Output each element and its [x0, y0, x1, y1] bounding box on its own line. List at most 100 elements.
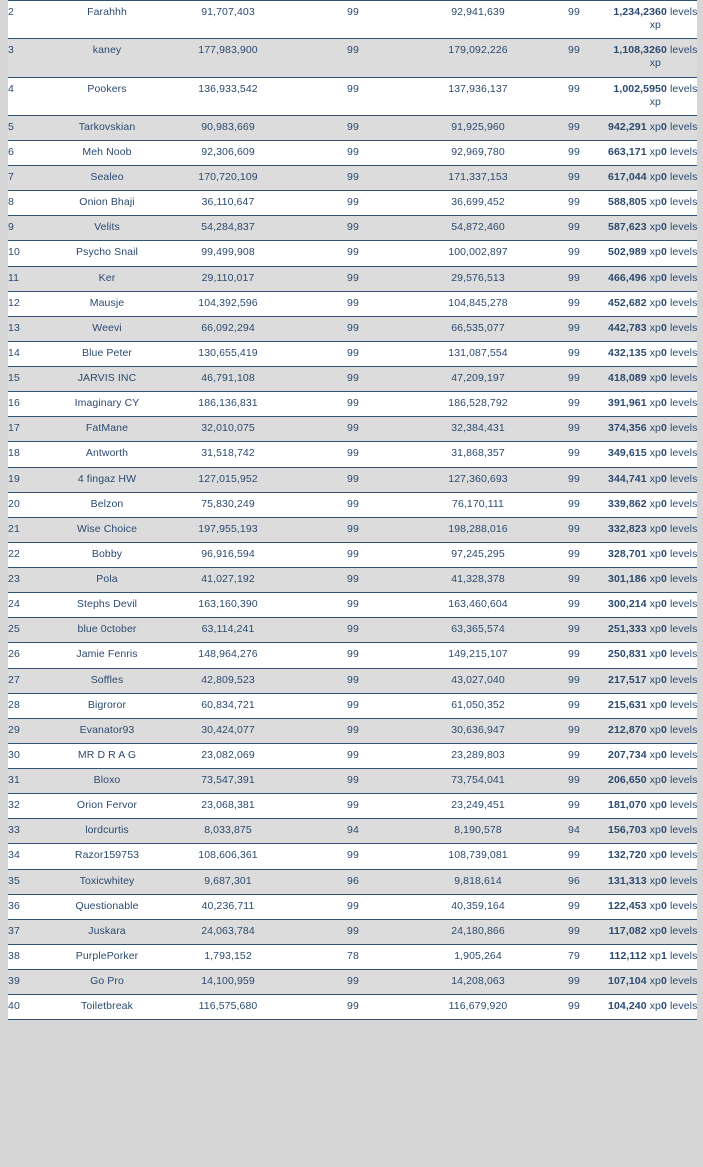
table-row[interactable]: 37 Juskara 24,063,784 99 24,180,866 99 117,082…	[8, 919, 697, 945]
row-player-name[interactable]: Blue Peter	[81, 346, 133, 359]
row-levels-gained: 0 levels	[661, 120, 698, 133]
table-row[interactable]: 19 4 fingaz HW 127,015,952 99 127,360,693 99 3…	[8, 467, 697, 493]
row-player-name[interactable]: Bigroror	[87, 698, 127, 711]
row-player-name[interactable]: Soffles	[90, 673, 124, 686]
row-levels-gained: 0 levels	[661, 623, 698, 636]
table-row[interactable]: 6 Meh Noob 92,306,609 99 92,969,780 99 663,171…	[8, 140, 697, 166]
table-row[interactable]: 14 Blue Peter 130,655,419 99 131,087,554 99 43…	[8, 341, 697, 367]
table-row[interactable]: 30 MR D R A G 23,082,069 99 23,289,803 99 207,…	[8, 743, 698, 769]
table-row[interactable]: 20 Belzon 75,830,249 99 76,170,111 99 339,862 …	[8, 492, 697, 518]
row-player-name[interactable]: MR D R A G	[77, 748, 137, 761]
table-row[interactable]: 12 Mausje 104,392,596 99 104,845,278 99 452,68…	[8, 291, 697, 317]
table-row[interactable]: 33 lordcurtis 8,033,875 94 8,190,578 94 156,70…	[8, 818, 697, 844]
row-start-level: 99	[347, 472, 359, 485]
table-row[interactable]: 17 FatMane 32,010,075 99 32,384,431 99 374,356…	[8, 416, 697, 442]
row-player-name[interactable]: blue 0ctober	[77, 623, 137, 636]
table-row[interactable]: 15 JARVIS INC 46,791,108 99 47,209,197 99 418,…	[8, 366, 697, 392]
table-row[interactable]: 10 Psycho Snail 99,499,908 99 100,002,897 99 5…	[8, 240, 697, 266]
row-player-name[interactable]: 4 fingaz HW	[77, 472, 137, 485]
table-row[interactable]: 38 PurplePorker 1,793,152 78 1,905,264 79 112,…	[8, 944, 697, 970]
table-row[interactable]: 36 Questionable 40,236,711 99 40,359,164 99 12…	[8, 894, 697, 920]
table-row[interactable]: 34 Razor159753 108,606,361 99 108,739,081 99 1…	[8, 843, 697, 869]
table-row[interactable]: 23 Pola 41,027,192 99 41,328,378 99 301,186 xp…	[8, 567, 697, 593]
row-levels-gained: 0 levels	[661, 748, 698, 761]
row-player-name[interactable]: Mausje	[89, 296, 125, 309]
row-player-name[interactable]: Pookers	[87, 82, 127, 95]
table-row[interactable]: 9 Velits 54,284,837 99 54,872,460 99 587,623 x…	[8, 215, 697, 241]
row-player-name[interactable]: Psycho Snail	[76, 246, 138, 259]
row-player-name[interactable]: Razor159753	[74, 849, 140, 862]
row-start-xp: 96,916,594	[201, 547, 255, 560]
table-row[interactable]: 8 Onion Bhaji 36,110,647 99 36,699,452 99 588,…	[8, 190, 697, 216]
row-end-xp: 30,636,947	[451, 723, 505, 736]
row-player-name[interactable]: Pola	[96, 573, 118, 585]
table-row[interactable]: 29 Evanator93 30,424,077 99 30,636,947 99 212,…	[8, 718, 697, 744]
table-row[interactable]: 11 Ker 29,110,017 99 29,576,513 99 466,496 xp 0…	[8, 266, 697, 292]
row-levels-gained: 0 levels	[661, 522, 698, 535]
row-end-level: 99	[568, 82, 580, 95]
row-player-name[interactable]: Meh Noob	[82, 145, 132, 158]
row-start-xp: 1,793,152	[204, 949, 252, 962]
row-player-name[interactable]: Go Pro	[90, 975, 124, 987]
row-start-xp: 41,027,192	[201, 573, 255, 585]
row-player-name[interactable]: kaney	[92, 44, 122, 57]
table-row[interactable]: 21 Wise Choice 197,955,193 99 198,288,016 99 3…	[8, 517, 698, 543]
row-player-name[interactable]: Ker	[98, 271, 116, 284]
table-row[interactable]: 28 Bigroror 60,834,721 99 61,050,352 99 215,63…	[8, 693, 697, 719]
row-player-name[interactable]: Sealeo	[90, 171, 124, 183]
row-start-xp: 92,306,609	[201, 145, 255, 158]
row-player-name[interactable]: Antworth	[85, 447, 129, 460]
table-row[interactable]: 25 blue 0ctober 63,114,241 99 63,365,574 99 25…	[8, 617, 698, 643]
row-player-name[interactable]: Stephs Devil	[76, 598, 138, 611]
table-row[interactable]: 31 Bloxo 73,547,391 99 73,754,041 99 206,650 x…	[8, 768, 697, 794]
table-row[interactable]: 27 Soffles 42,809,523 99 43,027,040 99 217,517…	[8, 668, 697, 694]
row-xp-gained: 432,135 xp	[608, 346, 661, 359]
table-row[interactable]: 13 Weevi 66,092,294 99 66,535,077 99 442,783 x…	[8, 316, 697, 342]
table-row[interactable]: 40 Toiletbreak 116,575,680 99 116,679,920 99 1…	[8, 994, 697, 1020]
table-row[interactable]: 24 Stephs Devil 163,160,390 99 163,460,604 99…	[8, 592, 697, 618]
row-player-name[interactable]: Wise Choice	[76, 522, 138, 535]
table-row[interactable]: 35 Toxicwhitey 9,687,301 96 9,818,614 96 131,3…	[8, 869, 697, 895]
table-row[interactable]: 5 Tarkovskian 90,983,669 99 91,925,960 99 942,…	[8, 115, 698, 141]
row-start-level: 99	[347, 271, 359, 284]
row-start-level: 78	[347, 949, 359, 962]
row-start-xp: 23,082,069	[201, 748, 255, 761]
row-start-level: 99	[347, 648, 359, 661]
row-player-name[interactable]: Farahhh	[87, 6, 127, 18]
table-row[interactable]: 22 Bobby 96,916,594 99 97,245,295 99 328,701 x…	[8, 542, 697, 568]
row-player-name[interactable]: Weevi	[92, 321, 122, 334]
table-row[interactable]: 4 Pookers 136,933,542 99 137,936,137 99 1,002,…	[8, 77, 697, 116]
row-player-name[interactable]: Imaginary CY	[74, 397, 140, 410]
table-row[interactable]: 7 Sealeo 170,720,109 99 171,337,153 99 617,044…	[8, 165, 697, 191]
row-start-level: 99	[347, 924, 359, 937]
row-player-name[interactable]: JARVIS INC	[77, 372, 137, 384]
table-row[interactable]: 3 kaney 177,983,900 99 179,092,226 99 1,108,32…	[8, 38, 697, 77]
row-player-name[interactable]: PurplePorker	[75, 949, 139, 962]
row-start-xp: 127,015,952	[198, 472, 258, 485]
row-start-level: 99	[347, 522, 359, 535]
table-row[interactable]: 18 Antworth 31,518,742 99 31,868,357 99 349,61…	[8, 441, 697, 467]
row-player-name[interactable]: Velits	[94, 221, 120, 234]
row-player-name[interactable]: Onion Bhaji	[79, 196, 135, 209]
row-player-name[interactable]: Toxicwhitey	[79, 874, 135, 887]
row-player-name[interactable]: Jamie Fenris	[76, 648, 138, 661]
row-player-name[interactable]: lordcurtis	[85, 824, 129, 837]
row-player-name[interactable]: Bloxo	[93, 774, 121, 786]
row-player-name[interactable]: Evanator93	[79, 723, 135, 736]
table-row[interactable]: 2 Farahhh 91,707,403 99 92,941,639 99 1,234,23…	[8, 0, 697, 39]
row-start-level: 94	[347, 824, 359, 837]
hiscores-table-body: 2 Farahhh 91,707,403 99 92,941,639 99 1,234,23…	[8, 0, 698, 1020]
row-player-name[interactable]: Tarkovskian	[78, 120, 136, 133]
table-row[interactable]: 16 Imaginary CY 186,136,831 99 186,528,792 99…	[8, 391, 697, 417]
row-player-name[interactable]: Juskara	[88, 924, 126, 937]
hiscores-table: 2 Farahhh 91,707,403 99 92,941,639 99 1,234,23…	[8, 0, 698, 1021]
row-player-name[interactable]: Questionable	[75, 899, 139, 912]
table-row[interactable]: 32 Orion Fervor 23,068,381 99 23,249,451 99 18…	[8, 793, 697, 819]
row-player-name[interactable]: FatMane	[85, 422, 129, 435]
row-player-name[interactable]: Toiletbreak	[81, 1000, 133, 1013]
row-player-name[interactable]: Belzon	[90, 497, 124, 510]
table-row[interactable]: 39 Go Pro 14,100,959 99 14,208,063 99 107,104 …	[8, 969, 697, 995]
row-player-name[interactable]: Bobby	[91, 547, 123, 560]
table-row[interactable]: 26 Jamie Fenris 148,964,276 99 149,215,107 99…	[8, 642, 697, 668]
row-player-name[interactable]: Orion Fervor	[76, 799, 138, 812]
